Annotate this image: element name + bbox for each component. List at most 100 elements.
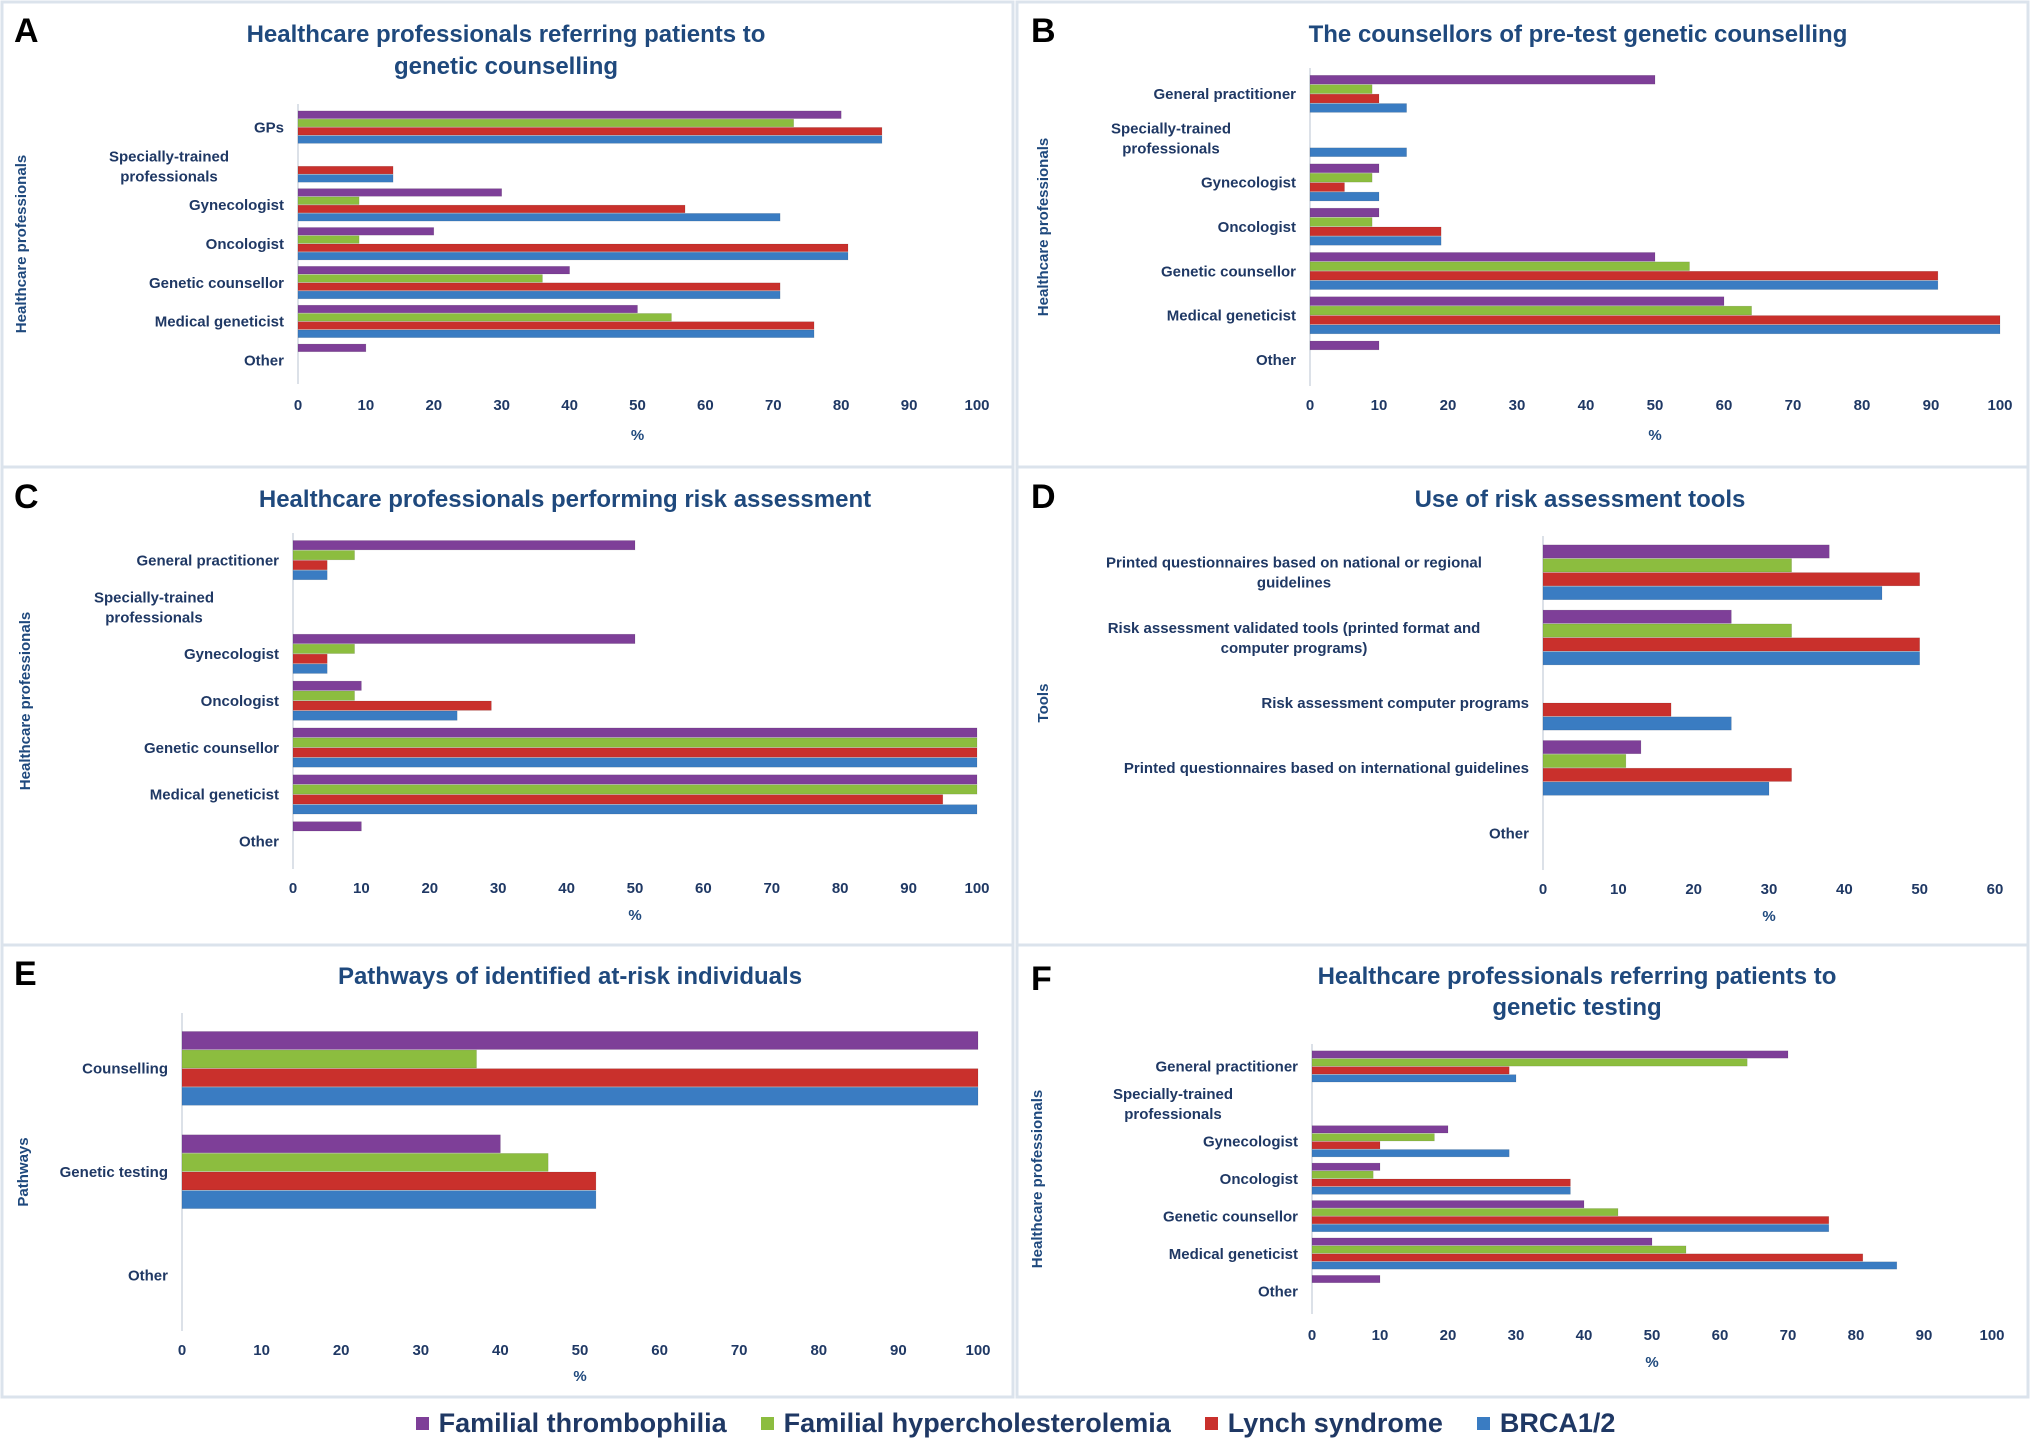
- legend: Familial thrombophilia Familial hypercho…: [0, 1400, 2031, 1447]
- panel-b-bar-brca1-2-general-practitioner: [1309, 103, 1407, 113]
- panel-c-bar-familial-thrombophilia-other: [292, 821, 362, 832]
- panel-a-tick-label: 0: [294, 397, 302, 414]
- legend-swatch-familial-hypercholesterolemia: [760, 1417, 774, 1430]
- panel-a-tick-label: 50: [629, 397, 646, 414]
- panel-e-bar-familial-hypercholesterolemia-counselling: [181, 1049, 477, 1069]
- panel-a-bar-lynch-syndrome-gps: [297, 127, 883, 136]
- panel-e-x-axis-title: %: [573, 1368, 586, 1385]
- panel-a-bar-brca1-2-gps: [297, 135, 883, 144]
- panel-a-tick-label: 100: [964, 397, 989, 414]
- panel-f-title: genetic testing: [1492, 994, 1661, 1021]
- panel-c-tick-label: 0: [289, 880, 297, 897]
- panel-b-tick-label: 30: [1509, 397, 1526, 414]
- panel-a-bar-familial-thrombophilia-gynecologist: [297, 188, 502, 197]
- panel-d-category-label: Printed questionnaires based on internat…: [1124, 760, 1529, 777]
- panel-a-frame: [0, 0, 1015, 469]
- panel-c-title: Healthcare professionals performing risk…: [259, 486, 871, 513]
- panel-b-bar-brca1-2-oncologist: [1309, 236, 1442, 246]
- panel-f-bar-brca1-2-genetic-counsellor: [1311, 1224, 1830, 1233]
- panel-a-tick-label: 90: [901, 397, 918, 414]
- panel-c-tick-label: 60: [695, 880, 712, 897]
- panel-a-bar-familial-thrombophilia-gps: [297, 110, 842, 119]
- panel-c-bar-brca1-2-general-practitioner: [292, 570, 328, 581]
- panel-b-bar-familial-hypercholesterolemia-genetic-counsellor: [1309, 261, 1690, 271]
- panel-c-y-axis-title: Healthcare professionals: [17, 612, 34, 790]
- panel-c-bar-familial-thrombophilia-gynecologist: [292, 633, 636, 644]
- panel-a-tick-label: 10: [358, 397, 375, 414]
- panel-c-bar-brca1-2-genetic-counsellor: [292, 757, 978, 768]
- panel-a-bar-lynch-syndrome-medical-geneticist: [297, 321, 815, 330]
- panel-b-tick-label: 60: [1716, 397, 1733, 414]
- legend-label-familial-hypercholesterolemia: Familial hypercholesterolemia: [783, 1408, 1171, 1438]
- panel-e-bar-lynch-syndrome-counselling: [181, 1068, 979, 1087]
- panel-d-letter: D: [1031, 478, 1056, 516]
- panel-a-bar-familial-hypercholesterolemia-genetic-counsellor: [297, 274, 543, 283]
- panel-c-bar-familial-thrombophilia-genetic-counsellor: [292, 727, 978, 738]
- panel-d-bar-familial-thrombophilia-printed-questionnaires-based-on-national-or-regional-guidelines: [1542, 544, 1830, 559]
- panel-e-tick-label: 10: [253, 1342, 270, 1359]
- panel-a-y-axis-title: Healthcare professionals: [13, 155, 30, 333]
- panel-f-category-label: Genetic counsellor: [1163, 1208, 1298, 1225]
- panel-b-tick-label: 20: [1440, 397, 1457, 414]
- panel-c-category-label: Oncologist: [201, 693, 279, 710]
- panel-d-tick-label: 60: [1987, 881, 2004, 898]
- panel-b-category-label: Gynecologist: [1201, 175, 1296, 192]
- panel-a-letter: A: [14, 12, 39, 50]
- panel-a-x-axis-title: %: [631, 427, 644, 444]
- panel-c-bar-lynch-syndrome-genetic-counsellor: [292, 747, 978, 758]
- panel-c-bar-brca1-2-medical-geneticist: [292, 804, 978, 815]
- panel-a-category-label: Genetic counsellor: [149, 275, 284, 292]
- panel-b-bar-lynch-syndrome-medical-geneticist: [1309, 315, 2001, 325]
- legend-label-familial-thrombophilia: Familial thrombophilia: [438, 1408, 727, 1438]
- panel-c-bar-brca1-2-gynecologist: [292, 663, 328, 674]
- panel-d-bar-lynch-syndrome-printed-questionnaires-based-on-international-guidelines: [1542, 767, 1792, 782]
- panel-f-tick-label: 70: [1780, 1327, 1797, 1344]
- panel-e-bar-familial-thrombophilia-genetic-testing: [181, 1134, 501, 1154]
- panel-a-bar-lynch-syndrome-specially-trained-professionals: [297, 165, 394, 175]
- panel-f-category-label: Other: [1258, 1283, 1298, 1300]
- panel-f-bar-lynch-syndrome-medical-geneticist: [1311, 1253, 1864, 1262]
- panel-e-category-label: Other: [128, 1267, 168, 1284]
- panel-c-category-label: Gynecologist: [184, 646, 279, 663]
- panel-d-bar-lynch-syndrome-printed-questionnaires-based-on-national-or-regional-guidelines: [1542, 572, 1920, 587]
- panel-d-frame: [1015, 465, 2030, 947]
- panel-d-category-label: Other: [1489, 825, 1529, 842]
- panel-c-bar-familial-hypercholesterolemia-genetic-counsellor: [292, 737, 978, 748]
- panel-f-letter: F: [1031, 960, 1052, 998]
- panel-c-tick-label: 30: [490, 880, 507, 897]
- panel-b-tick-label: 0: [1306, 397, 1314, 414]
- panel-d-category-label: Risk assessment validated tools (printed…: [1108, 620, 1481, 657]
- panel-b-bar-familial-hypercholesterolemia-medical-geneticist: [1309, 305, 1752, 316]
- panel-f-bar-brca1-2-general-practitioner: [1311, 1074, 1517, 1083]
- panel-a-title: Healthcare professionals referring patie…: [247, 21, 766, 48]
- panel-a-bar-brca1-2-genetic-counsellor: [297, 290, 781, 300]
- panel-e-bar-familial-thrombophilia-counselling: [181, 1031, 979, 1050]
- panel-f-bar-lynch-syndrome-genetic-counsellor: [1311, 1216, 1830, 1225]
- panel-c-bar-lynch-syndrome-oncologist: [292, 700, 492, 711]
- panel-b-bar-lynch-syndrome-genetic-counsellor: [1309, 270, 1939, 281]
- panel-a-bar-lynch-syndrome-genetic-counsellor: [297, 282, 781, 291]
- panel-f-bar-familial-hypercholesterolemia-medical-geneticist: [1311, 1245, 1687, 1254]
- panel-c-bar-familial-thrombophilia-medical-geneticist: [292, 774, 978, 785]
- panel-b-title: The counsellors of pre-test genetic coun…: [1309, 21, 1848, 48]
- panel-f-y-axis-title: Healthcare professionals: [1029, 1090, 1046, 1268]
- panel-d-bar-lynch-syndrome-risk-assessment-validated-tools-printed-format-and-computer-programs: [1542, 637, 1920, 652]
- panel-a-bar-brca1-2-oncologist: [297, 251, 849, 261]
- panel-e-y-axis-title: Pathways: [15, 1137, 32, 1206]
- panel-f-category-label: General practitioner: [1155, 1059, 1298, 1076]
- panel-a-category-label: Medical geneticist: [155, 314, 284, 331]
- panel-b-category-label: Oncologist: [1218, 219, 1296, 236]
- panel-e-tick-label: 90: [890, 1342, 907, 1359]
- panel-c-bar-familial-hypercholesterolemia-oncologist: [292, 690, 355, 701]
- panel-c-bar-familial-thrombophilia-general-practitioner: [292, 540, 636, 551]
- panel-a-bar-familial-thrombophilia-medical-geneticist: [297, 304, 638, 314]
- panel-f-category-label: Medical geneticist: [1169, 1246, 1298, 1263]
- panel-d-bar-familial-hypercholesterolemia-printed-questionnaires-based-on-national-or-regional-guidelines: [1542, 558, 1792, 573]
- panel-b-tick-label: 40: [1578, 397, 1595, 414]
- panel-c-bar-familial-hypercholesterolemia-general-practitioner: [292, 550, 355, 561]
- panel-f-frame: [1015, 943, 2030, 1399]
- panel-e-bar-lynch-syndrome-genetic-testing: [181, 1171, 597, 1191]
- panel-d-bar-brca1-2-printed-questionnaires-based-on-international-guidelines: [1542, 781, 1770, 796]
- panel-d-tick-label: 20: [1685, 881, 1702, 898]
- panel-e-tick-label: 70: [731, 1342, 748, 1359]
